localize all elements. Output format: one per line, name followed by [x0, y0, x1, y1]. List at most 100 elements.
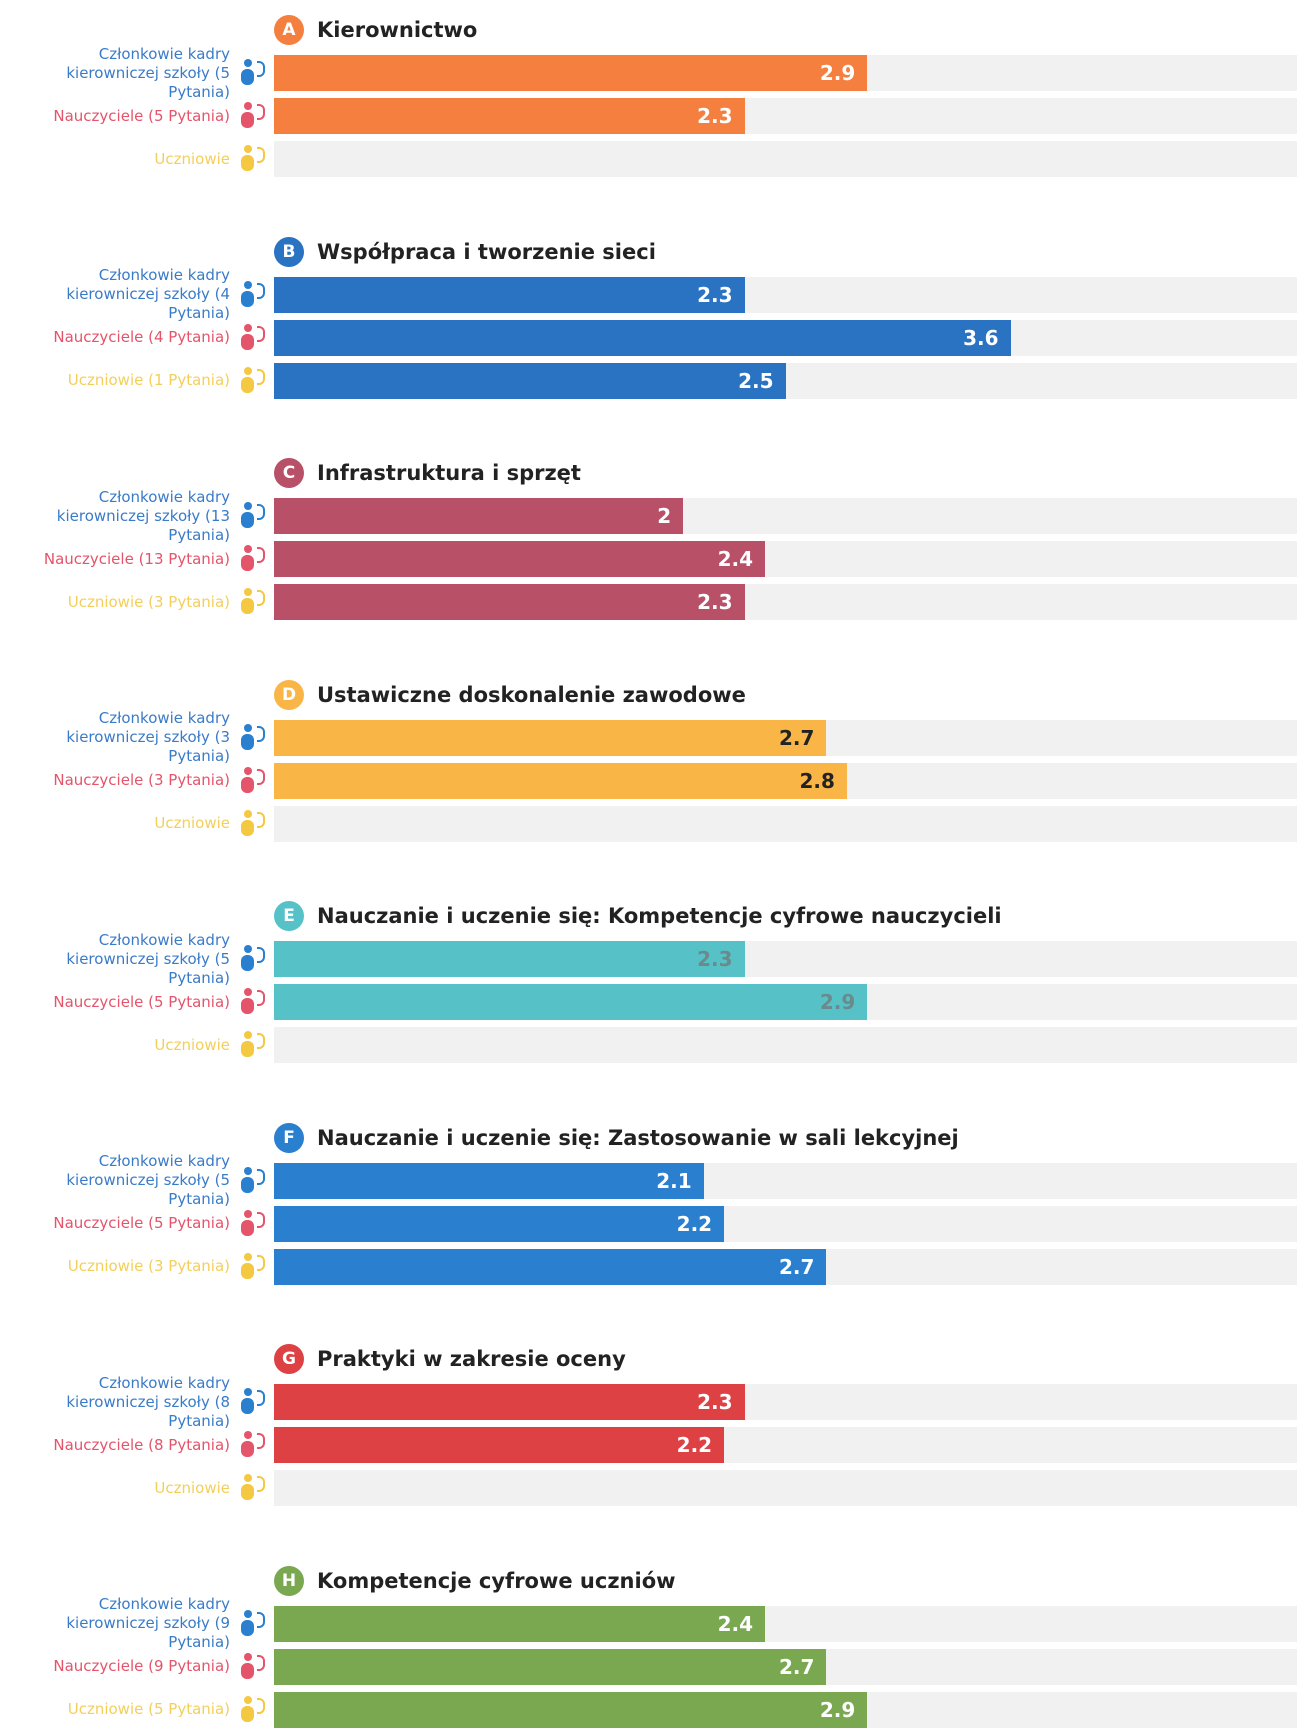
person-icon-small [257, 725, 265, 742]
section-badge: C [274, 458, 304, 488]
section-badge: A [274, 15, 304, 45]
bar [274, 584, 745, 620]
row-label: Członkowie kadry kierowniczej szkoły (3 … [66, 709, 230, 765]
bar [274, 1205, 725, 1242]
row-label: Uczniowie [154, 814, 230, 832]
value-label: 3.6 [963, 325, 999, 350]
person-icon-head [244, 766, 252, 775]
person-icon [241, 1219, 254, 1236]
person-icon-small [257, 504, 265, 520]
person-icon [241, 955, 254, 971]
person-icon-head [244, 588, 252, 596]
bar [274, 55, 868, 91]
bar [274, 1427, 725, 1463]
person-icon-small [257, 1611, 265, 1628]
person-icon [241, 376, 254, 393]
person-icon-head [244, 1431, 252, 1439]
person-icon-small [257, 1254, 265, 1271]
person-icon [241, 1441, 254, 1457]
row-label: Członkowie kadry kierowniczej szkoły (8 … [66, 1373, 230, 1430]
person-icon-head [244, 366, 252, 375]
value-label: 2.2 [676, 1211, 713, 1236]
row-label: Nauczyciele (5 Pytania) [53, 106, 230, 125]
person-icon-head [244, 1031, 252, 1039]
bar [274, 984, 868, 1020]
person-icon-head [244, 59, 252, 67]
value-label: 2 [657, 504, 672, 528]
person-icon-head [244, 1166, 252, 1175]
row-label: Nauczyciele (5 Pytania) [53, 992, 230, 1011]
value-label: 2.4 [717, 1611, 754, 1636]
section-title: Nauczanie i uczenie się: Kompetencje cyf… [317, 904, 1002, 928]
section-badge: F [274, 1122, 304, 1153]
row-label: Nauczyciele (9 Pytania) [53, 1657, 230, 1675]
row-label: Uczniowie [154, 149, 230, 168]
person-icon-head [244, 145, 252, 153]
row-label: Nauczyciele (4 Pytania) [53, 328, 230, 346]
row-label: Członkowie kadry kierowniczej szkoły (5 … [66, 44, 230, 101]
person-icon-head [244, 1474, 252, 1482]
section-title: Kompetencje cyfrowe uczniów [317, 1568, 676, 1593]
person-icon [241, 1398, 254, 1414]
person-icon [241, 733, 254, 750]
row-label: Uczniowie (3 Pytania) [67, 1257, 230, 1275]
person-icon-small [257, 990, 265, 1006]
person-icon-head [244, 1252, 252, 1261]
bar [274, 98, 745, 134]
bar [274, 498, 684, 534]
value-label: 2.3 [697, 104, 733, 128]
row-label: Uczniowie (5 Pytania) [67, 1700, 230, 1718]
value-label: 2.9 [819, 61, 856, 85]
value-label: 2.5 [738, 368, 774, 393]
section-title: Kierownictwo [317, 18, 478, 42]
person-icon-head [244, 723, 252, 732]
person-icon [241, 112, 254, 128]
row-label: Uczniowie [154, 1478, 230, 1497]
person-icon-small [257, 147, 265, 163]
row-label: Członkowie kadry kierowniczej szkoły (13… [56, 487, 230, 544]
bar [274, 362, 786, 399]
section-badge: H [274, 1565, 304, 1596]
value-label: 2.4 [717, 547, 754, 571]
person-icon [241, 1041, 254, 1057]
person-icon-head [244, 545, 252, 553]
bar [274, 276, 745, 313]
value-label: 2.2 [676, 1433, 713, 1457]
bar [274, 762, 847, 799]
person-icon-small [257, 282, 265, 299]
person-icon-small [257, 1476, 265, 1492]
person-icon [241, 1662, 254, 1679]
value-label: 2.9 [819, 990, 856, 1014]
section-title: Praktyki w zakresie oceny [317, 1347, 626, 1371]
row-label: Uczniowie (3 Pytania) [67, 592, 230, 611]
value-label: 2.7 [778, 725, 815, 750]
person-icon-small [257, 547, 265, 563]
value-label: 2.3 [697, 1390, 733, 1414]
section-badge: B [274, 236, 304, 267]
person-icon-head [244, 945, 252, 953]
person-icon-head [244, 1209, 252, 1218]
person-icon-small [257, 811, 265, 828]
value-label: 2.1 [656, 1168, 692, 1193]
row-label: Członkowie kadry kierowniczej szkoły (5 … [66, 930, 230, 987]
person-icon-small [257, 1697, 265, 1714]
person-icon [241, 998, 254, 1014]
person-icon-head [244, 988, 252, 996]
bar [274, 1162, 704, 1199]
bar [274, 319, 1011, 356]
row-label: Nauczyciele (8 Pytania) [53, 1435, 230, 1454]
row-label: Członkowie kadry kierowniczej szkoły (9 … [66, 1595, 230, 1651]
bar-track [274, 1027, 1297, 1063]
row-label: Uczniowie (1 Pytania) [67, 371, 230, 389]
row-label: Nauczyciele (13 Pytania) [43, 549, 230, 568]
person-icon-head [244, 1652, 252, 1661]
bar-track [274, 1470, 1297, 1506]
person-icon-small [257, 1168, 265, 1185]
value-label: 2.9 [819, 1697, 856, 1722]
row-label: Nauczyciele (3 Pytania) [53, 771, 230, 789]
person-icon [241, 776, 254, 793]
person-icon [241, 1262, 254, 1279]
person-icon [241, 155, 254, 171]
section-title: Nauczanie i uczenie się: Zastosowanie w … [317, 1125, 959, 1150]
person-icon-head [244, 102, 252, 110]
